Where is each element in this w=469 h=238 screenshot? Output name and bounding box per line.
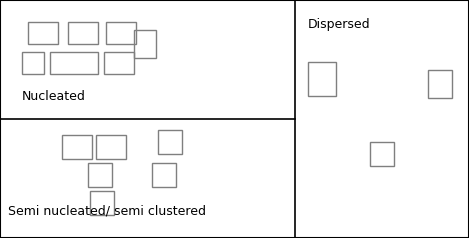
Bar [152,163,176,187]
Bar [106,22,136,44]
Bar [22,52,44,74]
Bar [134,30,156,58]
Bar [370,142,394,166]
Bar [308,62,336,96]
Bar [62,135,92,159]
Bar [50,52,98,74]
Text: Semi nucleated/ semi clustered: Semi nucleated/ semi clustered [8,205,206,218]
Text: Nucleated: Nucleated [22,90,86,103]
Bar [28,22,58,44]
Bar [104,52,134,74]
Bar [428,70,452,98]
Bar [88,163,112,187]
Bar [158,130,182,154]
Bar [90,191,114,215]
Bar [68,22,98,44]
Bar [96,135,126,159]
Text: Dispersed: Dispersed [308,18,371,31]
